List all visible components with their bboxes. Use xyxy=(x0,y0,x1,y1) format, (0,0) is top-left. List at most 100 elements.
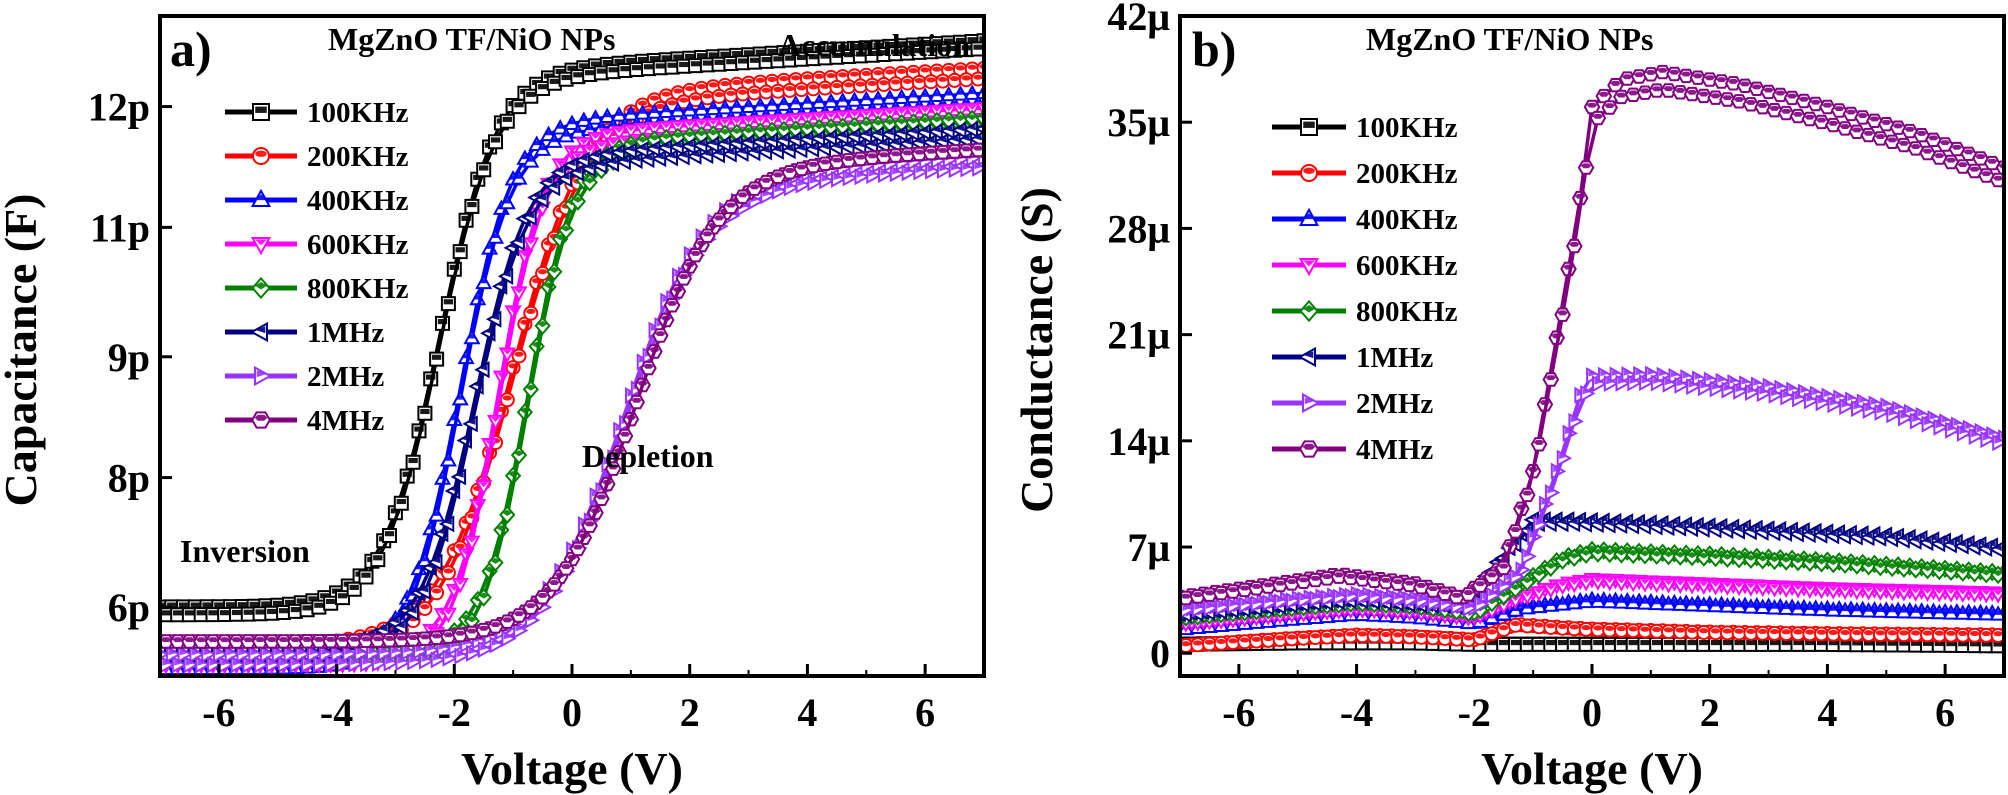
data-point xyxy=(878,166,894,184)
legend-entry-1mhz: 1MHz xyxy=(225,317,384,349)
data-point xyxy=(592,140,610,156)
data-point xyxy=(264,605,280,621)
data-point xyxy=(586,109,605,125)
data-point xyxy=(946,144,963,159)
data-point xyxy=(822,92,840,109)
data-point xyxy=(534,316,551,336)
data-point xyxy=(1683,579,1701,595)
data-point xyxy=(807,174,823,192)
data-point xyxy=(488,134,503,150)
legend-entry-2mhz: 2MHz xyxy=(225,361,384,393)
data-point xyxy=(770,83,786,99)
data-point xyxy=(440,629,457,644)
data-point xyxy=(816,156,834,171)
data-point xyxy=(1707,579,1725,596)
data-point xyxy=(1530,437,1548,452)
data-point xyxy=(634,123,652,139)
data-point xyxy=(1565,238,1583,254)
data-point xyxy=(534,140,552,156)
legend-label: 800KHz xyxy=(307,273,409,305)
data-point xyxy=(569,192,587,211)
data-point xyxy=(1707,596,1725,613)
data-point xyxy=(1636,594,1654,610)
data-point xyxy=(430,651,447,669)
y-tick-label: 42μ xyxy=(1107,0,1170,39)
data-point xyxy=(263,634,281,649)
data-point xyxy=(1460,587,1477,602)
panel-letter: a) xyxy=(170,21,212,77)
data-point xyxy=(1896,627,1912,643)
data-point xyxy=(969,142,984,158)
data-point xyxy=(416,631,434,646)
data-point xyxy=(181,607,197,623)
conductance-series xyxy=(1180,64,2004,654)
data-point xyxy=(597,145,614,163)
data-point xyxy=(556,170,572,188)
y-tick-label: 14μ xyxy=(1107,419,1170,464)
data-point xyxy=(669,120,687,136)
data-point xyxy=(511,99,527,115)
data-point xyxy=(616,428,634,444)
data-point xyxy=(510,445,528,465)
data-point xyxy=(711,88,727,104)
data-point xyxy=(403,604,419,622)
data-point xyxy=(169,634,187,649)
data-point xyxy=(438,515,455,533)
data-point xyxy=(1824,584,1842,600)
data-point xyxy=(904,87,922,104)
data-point xyxy=(439,451,457,467)
data-point xyxy=(899,147,916,162)
data-point xyxy=(499,505,516,525)
data-point xyxy=(925,162,941,180)
data-point xyxy=(1684,636,1700,652)
data-point xyxy=(1659,595,1678,611)
data-point xyxy=(1577,160,1595,175)
data-point xyxy=(322,634,340,649)
data-point xyxy=(622,105,640,121)
data-point xyxy=(913,163,929,181)
legend-marker xyxy=(1299,299,1319,323)
data-point xyxy=(299,602,315,618)
data-point xyxy=(1518,487,1536,503)
data-point xyxy=(604,461,622,476)
data-point xyxy=(391,618,408,636)
data-point xyxy=(442,649,458,667)
data-point xyxy=(557,221,575,240)
data-point xyxy=(985,161,997,175)
data-point xyxy=(645,103,663,119)
data-point xyxy=(557,126,575,143)
data-point xyxy=(922,145,940,161)
data-point xyxy=(570,69,586,85)
sample-label: MgZnO TF/NiO NPs xyxy=(1366,21,1653,57)
data-point xyxy=(1848,601,1866,618)
data-point xyxy=(854,168,870,186)
data-point xyxy=(1836,584,1854,600)
data-point xyxy=(585,148,602,166)
data-point xyxy=(591,157,608,175)
data-point xyxy=(888,46,904,62)
data-point xyxy=(535,81,551,96)
data-point xyxy=(523,88,539,104)
data-point xyxy=(758,84,774,100)
data-point xyxy=(301,656,317,674)
data-point xyxy=(562,156,578,174)
legend-label: 100KHz xyxy=(307,97,409,129)
data-point xyxy=(254,656,270,674)
data-point xyxy=(239,634,257,649)
data-point xyxy=(795,176,812,194)
data-point xyxy=(404,632,422,647)
data-point xyxy=(474,361,490,379)
data-point xyxy=(747,54,762,70)
data-point xyxy=(521,208,537,227)
data-point xyxy=(1612,576,1630,592)
data-point xyxy=(1942,604,1960,620)
data-point xyxy=(544,179,561,197)
y-tick-label: 21μ xyxy=(1107,313,1170,358)
data-point xyxy=(475,622,493,638)
data-point xyxy=(842,169,859,187)
data-point xyxy=(513,621,529,640)
data-point xyxy=(1624,576,1642,593)
legend-label: 4MHz xyxy=(307,405,384,437)
data-point xyxy=(575,111,593,127)
data-point xyxy=(1589,592,1607,608)
